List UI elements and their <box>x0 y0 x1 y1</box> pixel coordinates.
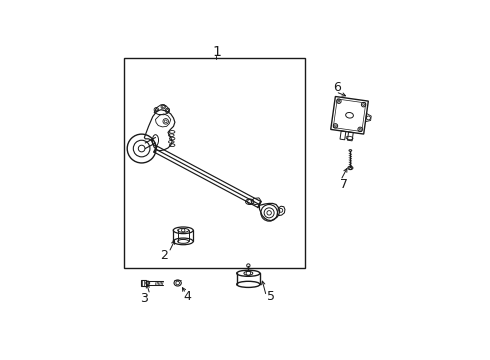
Bar <box>123 58 305 268</box>
Text: 2: 2 <box>160 249 168 262</box>
Text: 1: 1 <box>212 45 221 59</box>
Text: 5: 5 <box>267 290 274 303</box>
Text: 7: 7 <box>340 178 348 191</box>
Text: 6: 6 <box>333 81 341 94</box>
Bar <box>141 280 146 286</box>
Text: 3: 3 <box>141 292 148 305</box>
Text: 4: 4 <box>183 290 191 303</box>
